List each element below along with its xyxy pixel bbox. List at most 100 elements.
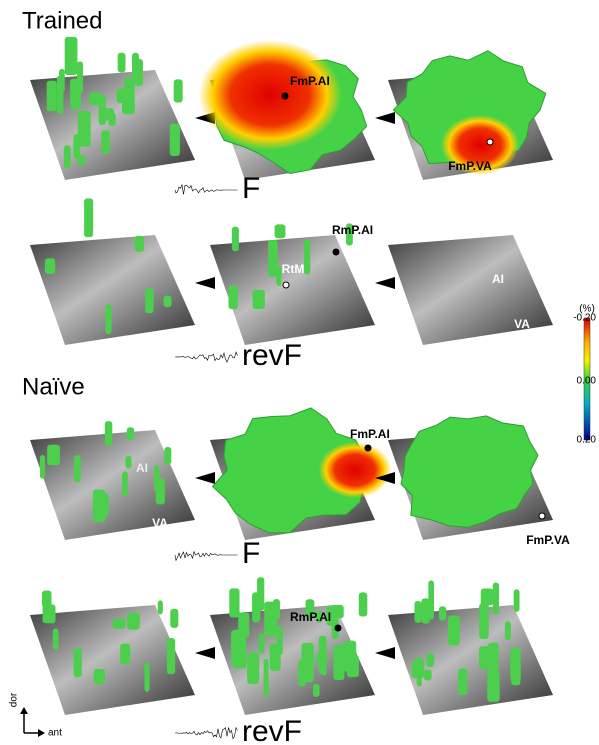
activity-spike bbox=[270, 644, 281, 671]
stimulus-waveform bbox=[175, 552, 238, 561]
activity-spike bbox=[170, 124, 180, 156]
activity-spike bbox=[105, 421, 112, 445]
activity-spike bbox=[74, 648, 82, 677]
panel bbox=[30, 421, 195, 540]
activity-spike bbox=[414, 601, 421, 623]
arrow bbox=[195, 472, 215, 484]
panel-label: FmP.AI bbox=[290, 74, 330, 88]
activity-spike bbox=[313, 684, 320, 697]
activity-spike bbox=[127, 613, 140, 630]
activity-spike bbox=[264, 659, 269, 697]
activity-spike bbox=[64, 145, 71, 168]
panel-label: RmP.AI bbox=[290, 610, 331, 624]
marker-point bbox=[365, 445, 371, 451]
activity-spike bbox=[118, 53, 126, 73]
activity-spike bbox=[59, 69, 65, 93]
arrow bbox=[375, 277, 395, 289]
panel-label: FmP.VA bbox=[526, 533, 570, 547]
stimulus-label: revF bbox=[242, 715, 302, 745]
stimulus-waveform bbox=[175, 352, 238, 362]
stimulus-label: revF bbox=[242, 339, 302, 372]
orientation: dor ant bbox=[9, 692, 62, 739]
activity-spike bbox=[228, 285, 237, 309]
activity-spike bbox=[125, 456, 131, 469]
marker-point bbox=[335, 625, 341, 631]
marker-point bbox=[539, 513, 545, 519]
activity-spike bbox=[347, 655, 359, 677]
activity-spike bbox=[65, 37, 78, 75]
colorbar-tick: 0.00 bbox=[577, 376, 597, 387]
activity-spike bbox=[514, 589, 520, 612]
activity-spike bbox=[170, 609, 178, 628]
marker-point bbox=[487, 139, 493, 145]
activity-spike bbox=[158, 600, 163, 614]
activity-spike bbox=[333, 645, 344, 680]
arrow bbox=[375, 112, 395, 124]
activity-spike bbox=[322, 636, 327, 675]
panel-label: RtM bbox=[282, 262, 305, 276]
activity-spike bbox=[298, 660, 305, 687]
stimulus-label: F bbox=[242, 172, 260, 205]
activity-spike bbox=[233, 629, 246, 668]
panel bbox=[210, 577, 375, 715]
activity-spike bbox=[487, 671, 499, 701]
panel-label: RmP.AI bbox=[332, 223, 373, 237]
activity-spike bbox=[154, 465, 159, 491]
activity-spike bbox=[101, 130, 110, 154]
activity-spike bbox=[145, 662, 150, 692]
activity-spike bbox=[439, 606, 446, 620]
panel-label: VA bbox=[152, 516, 168, 530]
activity-spike bbox=[479, 603, 489, 639]
activity-spike bbox=[505, 621, 511, 640]
cortex-image bbox=[388, 605, 553, 715]
axis-dorsal: dor bbox=[9, 692, 20, 707]
activity-spike bbox=[167, 638, 175, 674]
activity-spike bbox=[259, 634, 265, 654]
marker-point bbox=[282, 93, 288, 99]
activity-spike bbox=[427, 653, 434, 667]
panel-label: VA bbox=[514, 317, 530, 331]
activity-spike bbox=[232, 227, 239, 252]
activity-spike bbox=[359, 592, 368, 616]
activity-spike bbox=[412, 660, 424, 678]
activity-spike bbox=[89, 93, 101, 105]
panel-label: FmP.VA bbox=[448, 159, 492, 173]
panel bbox=[199, 40, 376, 180]
arrow bbox=[195, 277, 215, 289]
activity-spike bbox=[113, 619, 126, 629]
activity-spike bbox=[53, 628, 59, 649]
activity-spike bbox=[120, 644, 130, 664]
activity-spike bbox=[253, 290, 265, 309]
activity-spike bbox=[273, 599, 280, 620]
activity-spike bbox=[105, 304, 111, 334]
activity-spike bbox=[47, 81, 57, 111]
activity-spike bbox=[174, 79, 183, 102]
activity-spike bbox=[74, 455, 81, 482]
stimulus-waveform bbox=[175, 728, 238, 739]
activity-spike bbox=[77, 155, 85, 165]
arrow bbox=[375, 647, 395, 659]
panel bbox=[30, 198, 195, 345]
panel bbox=[388, 580, 553, 715]
activity-spike bbox=[127, 427, 134, 440]
activity-spike bbox=[424, 670, 432, 681]
marker-point bbox=[333, 249, 339, 255]
activity-spike bbox=[84, 198, 93, 237]
activity-spike bbox=[40, 455, 45, 479]
activity-peak bbox=[319, 442, 392, 498]
activity-spike bbox=[134, 59, 143, 86]
activity-spike bbox=[103, 493, 109, 516]
activity-spike bbox=[122, 101, 135, 114]
activity-peak bbox=[199, 40, 342, 150]
figure: (%) -0.20 0.00 0.20 dor ant TrainedFmP.A… bbox=[0, 0, 599, 745]
arrow bbox=[195, 647, 215, 659]
cortex-image bbox=[30, 235, 195, 345]
activity-spike bbox=[47, 445, 60, 465]
activity-spike bbox=[70, 79, 81, 110]
activity-spike bbox=[493, 583, 499, 615]
activity-spike bbox=[42, 591, 52, 608]
activity-spike bbox=[247, 652, 259, 683]
activity-spike bbox=[481, 589, 494, 606]
activity-spike bbox=[229, 588, 239, 617]
activity-spike bbox=[458, 668, 467, 695]
